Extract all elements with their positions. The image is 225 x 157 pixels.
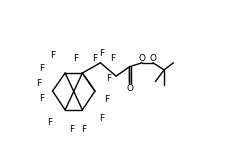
Text: O: O xyxy=(126,84,133,93)
Text: F: F xyxy=(104,95,109,104)
Text: F: F xyxy=(50,51,55,60)
Text: F: F xyxy=(99,49,104,58)
Text: F: F xyxy=(72,54,78,63)
Text: F: F xyxy=(36,79,41,88)
Text: O: O xyxy=(138,54,145,63)
Text: O: O xyxy=(149,54,156,63)
Text: F: F xyxy=(81,125,86,134)
Text: F: F xyxy=(47,118,52,127)
Text: F: F xyxy=(98,114,104,123)
Text: F: F xyxy=(39,94,44,103)
Text: F: F xyxy=(39,64,45,73)
Text: F: F xyxy=(106,74,110,83)
Text: F: F xyxy=(109,54,114,63)
Text: F: F xyxy=(91,54,97,63)
Text: F: F xyxy=(69,125,74,134)
